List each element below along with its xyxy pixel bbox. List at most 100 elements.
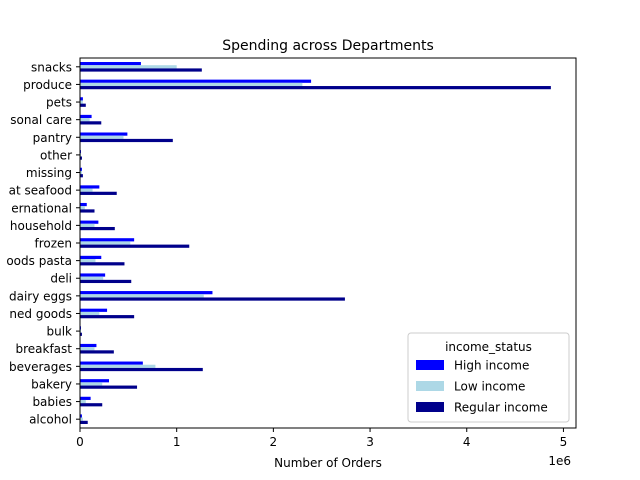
bar-low-income-missing: [80, 170, 82, 175]
bar-high-income-missing: [80, 167, 82, 171]
bar-high-income-pets: [80, 97, 83, 101]
bar-low-income-beverages: [80, 364, 156, 368]
bar-high-income-bakery: [80, 379, 110, 383]
bar-high-income-beverages: [80, 361, 143, 365]
y-tick-label: pantry: [33, 131, 72, 145]
bar-low-income-personal-care: [80, 118, 90, 122]
bar-regular-income-dry-goods-pasta: [80, 262, 125, 266]
legend-label: High income: [454, 359, 529, 373]
y-tick-label: household: [10, 219, 72, 233]
bar-regular-income-missing: [80, 174, 83, 178]
bar-low-income-international: [80, 206, 85, 210]
y-tick-label: ned goods: [9, 307, 72, 321]
bar-low-income-dairy-eggs: [80, 294, 204, 298]
bar-high-income-canned-goods: [80, 308, 108, 312]
x-axis-label: Number of Orders: [274, 456, 382, 470]
y-tick-label: alcohol: [29, 413, 72, 427]
bar-low-income-meat-seafood: [80, 188, 93, 192]
x-tick-label: 3: [366, 435, 374, 449]
bar-low-income-canned-goods: [80, 311, 100, 316]
bar-regular-income-babies: [80, 403, 103, 407]
bar-high-income-snacks: [80, 62, 141, 66]
y-tick-label: bakery: [31, 377, 72, 391]
bar-low-income-deli: [80, 276, 104, 280]
legend-box: [407, 332, 570, 423]
bar-regular-income-international: [80, 209, 95, 213]
legend-swatch: [416, 360, 444, 370]
bar-regular-income-alcohol: [80, 420, 88, 424]
bar-high-income-alcohol: [80, 414, 82, 418]
x-tick-label: 5: [560, 435, 568, 449]
bar-high-income-produce: [80, 79, 312, 83]
bar-regular-income-bulk: [80, 332, 82, 336]
bar-high-income-breakfast: [80, 343, 97, 348]
y-axis-ticks: alcohol babies bakery beverages breakfast bul…: [6, 60, 80, 427]
bar-regular-income-produce: [80, 86, 551, 90]
y-tick-label: sonal care: [10, 113, 72, 127]
bar-regular-income-pantry: [80, 138, 173, 143]
y-tick-label: other: [40, 148, 72, 162]
bar-regular-income-frozen: [80, 244, 190, 248]
x-tick-label: 4: [463, 435, 471, 449]
bar-regular-income-other: [80, 156, 82, 160]
bar-low-income-produce: [80, 82, 303, 87]
bar-low-income-frozen: [80, 241, 131, 245]
bar-regular-income-breakfast: [80, 350, 114, 354]
bar-regular-income-bakery: [80, 385, 138, 389]
bar-high-income-dry-goods-pasta: [80, 255, 102, 260]
bar-high-income-deli: [80, 273, 106, 277]
bar-regular-income-meat-seafood: [80, 191, 117, 195]
bar-regular-income-personal-care: [80, 121, 102, 125]
bar-low-income-dry-goods-pasta: [80, 259, 96, 263]
y-tick-label: produce: [23, 78, 72, 92]
bar-low-income-household: [80, 223, 95, 227]
bar-regular-income-deli: [80, 279, 132, 284]
bar-high-income-international: [80, 202, 87, 207]
bar-regular-income-beverages: [80, 367, 203, 372]
y-tick-label: bulk: [46, 325, 72, 339]
x-tick-label: 1: [173, 435, 181, 449]
bar-low-income-bakery: [80, 382, 103, 386]
bar-low-income-snacks: [80, 65, 177, 69]
y-tick-label: dairy eggs: [9, 289, 72, 303]
y-tick-label: frozen: [34, 237, 72, 251]
bar-low-income-breakfast: [80, 347, 95, 351]
legend-label: Low income: [454, 380, 525, 394]
bar-low-income-babies: [80, 399, 86, 404]
x-tick-label: 2: [270, 435, 278, 449]
bar-high-income-frozen: [80, 238, 135, 242]
legend-swatch: [416, 402, 444, 412]
y-tick-label: babies: [32, 395, 72, 409]
legend-label: Regular income: [454, 401, 548, 415]
bar-high-income-babies: [80, 396, 91, 400]
legend: income_status High income Low income Regula…: [407, 332, 570, 423]
y-tick-label: missing: [26, 166, 72, 180]
bar-regular-income-dairy-eggs: [80, 297, 345, 301]
legend-title: income_status: [445, 340, 532, 354]
x-tick-label: 0: [76, 435, 84, 449]
y-tick-label: ernational: [11, 201, 72, 215]
y-tick-label: beverages: [9, 360, 72, 374]
bar-low-income-pets: [80, 100, 83, 104]
x-axis-offset-label: 1e6: [548, 454, 571, 468]
bar-low-income-pantry: [80, 135, 124, 139]
y-tick-label: deli: [50, 272, 72, 286]
chart-title: Spending across Departments: [222, 38, 434, 54]
legend-swatch: [416, 381, 444, 391]
bar-regular-income-pets: [80, 103, 86, 107]
bar-high-income-dairy-eggs: [80, 291, 213, 295]
y-tick-label: pets: [46, 96, 72, 110]
x-axis-ticks: 0 1 2 3 4 5: [76, 428, 567, 449]
y-tick-label: snacks: [31, 60, 72, 74]
y-tick-label: breakfast: [15, 342, 72, 356]
plot-area: [79, 57, 577, 429]
bar-regular-income-snacks: [80, 68, 202, 72]
bar-high-income-personal-care: [80, 114, 92, 119]
bar-high-income-meat-seafood: [80, 185, 100, 189]
bar-high-income-pantry: [80, 132, 128, 136]
bar-regular-income-canned-goods: [80, 315, 135, 319]
bar-high-income-household: [80, 220, 99, 224]
bar-regular-income-household: [80, 226, 115, 231]
y-tick-label: at seafood: [9, 184, 72, 198]
